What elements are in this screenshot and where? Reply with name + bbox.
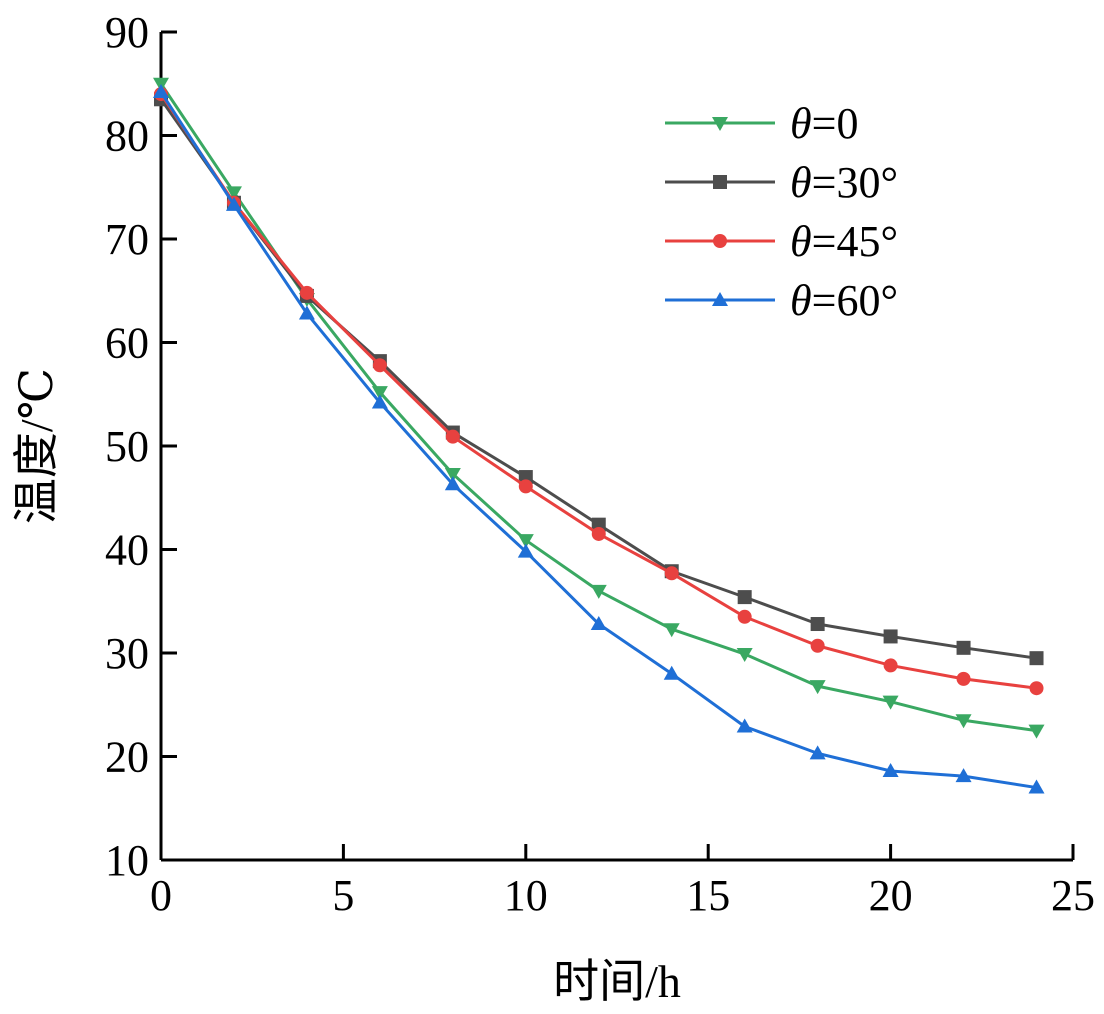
legend-entry: θ=0 — [665, 99, 858, 148]
y-tick-label: 80 — [105, 112, 149, 161]
series-3 — [153, 84, 1045, 794]
legend-theta-symbol: θ — [790, 217, 812, 266]
series-line — [159, 82, 1037, 733]
x-tick-label: 0 — [150, 871, 172, 920]
x-tick-label: 5 — [332, 871, 354, 920]
data-point — [371, 394, 388, 409]
series-2 — [154, 87, 1044, 696]
data-point — [663, 665, 680, 680]
data-point — [444, 467, 461, 482]
data-point — [883, 658, 898, 673]
y-tick-label: 20 — [105, 733, 149, 782]
data-point — [736, 718, 753, 733]
data-point — [956, 640, 971, 655]
data-point — [737, 609, 752, 624]
legend-label: θ=45° — [790, 217, 898, 266]
x-tick-label: 10 — [504, 871, 548, 920]
legend-entry: θ=60° — [665, 276, 898, 325]
data-point — [809, 745, 826, 760]
series-1 — [154, 92, 1044, 666]
data-point — [736, 648, 753, 663]
axes: 0 5 10 15 20 25 10 20 30 40 50 60 70 80 90 — [105, 8, 1095, 920]
legend-theta-symbol: θ — [790, 99, 812, 148]
data-point — [153, 84, 169, 99]
y-tick-label: 10 — [105, 836, 149, 885]
y-tick-label: 30 — [105, 629, 149, 678]
series-line — [159, 98, 1037, 660]
data-point — [955, 768, 972, 783]
legend-entry: θ=30° — [665, 158, 898, 207]
data-point — [591, 526, 606, 541]
series-line — [159, 91, 1037, 790]
data-point — [298, 305, 315, 320]
legend-suffix: =30° — [812, 158, 898, 207]
data-point — [590, 616, 607, 631]
data-point — [371, 386, 388, 401]
data-point — [372, 358, 387, 373]
data-point — [663, 623, 680, 638]
data-point — [1028, 779, 1045, 794]
data-point — [517, 534, 534, 549]
x-tick-label: 15 — [686, 871, 730, 920]
data-point — [1028, 724, 1045, 739]
data-point — [810, 638, 825, 653]
data-point — [883, 629, 898, 644]
y-tick-label: 70 — [105, 215, 149, 264]
data-point — [956, 671, 971, 686]
series-line — [159, 93, 1037, 690]
legend-marker — [712, 292, 728, 306]
data-point — [809, 680, 826, 695]
data-point — [1029, 681, 1044, 696]
legend-suffix: =45° — [812, 217, 898, 266]
x-tick-label: 25 — [1051, 871, 1095, 920]
series-0 — [153, 77, 1045, 739]
legend-theta-symbol: θ — [790, 158, 812, 207]
data-point — [518, 479, 533, 494]
data-point — [664, 566, 679, 581]
data-point — [225, 196, 242, 211]
data-point — [444, 476, 461, 491]
legend-marker — [713, 234, 727, 248]
data-point — [225, 186, 242, 201]
x-tick-label: 20 — [869, 871, 913, 920]
legend-marker — [713, 175, 727, 189]
y-tick-label: 90 — [105, 8, 149, 57]
data-point — [590, 584, 607, 599]
x-axis-title: 时间/h — [553, 956, 681, 1007]
data-point — [882, 695, 899, 710]
data-point — [882, 762, 899, 777]
series-layer — [153, 77, 1045, 794]
legend-label: θ=0 — [790, 99, 858, 148]
legend-label: θ=30° — [790, 158, 898, 207]
legend-suffix: =60° — [812, 276, 898, 325]
legend-theta-symbol: θ — [790, 276, 812, 325]
legend-label: θ=60° — [790, 276, 898, 325]
legend-entry: θ=45° — [665, 217, 898, 266]
y-tick-label: 60 — [105, 319, 149, 368]
data-point — [517, 543, 534, 558]
legend-suffix: =0 — [812, 99, 859, 148]
y-tick-label: 50 — [105, 422, 149, 471]
data-point — [299, 285, 314, 300]
legend: θ=0θ=30°θ=45°θ=60° — [665, 99, 898, 325]
y-axis-title: 温度/℃ — [11, 368, 62, 524]
data-point — [955, 714, 972, 729]
data-point — [810, 617, 825, 632]
data-point — [445, 429, 460, 444]
legend-marker — [712, 117, 728, 131]
data-point — [737, 590, 752, 605]
data-point — [1029, 651, 1044, 666]
y-tick-label: 40 — [105, 526, 149, 575]
